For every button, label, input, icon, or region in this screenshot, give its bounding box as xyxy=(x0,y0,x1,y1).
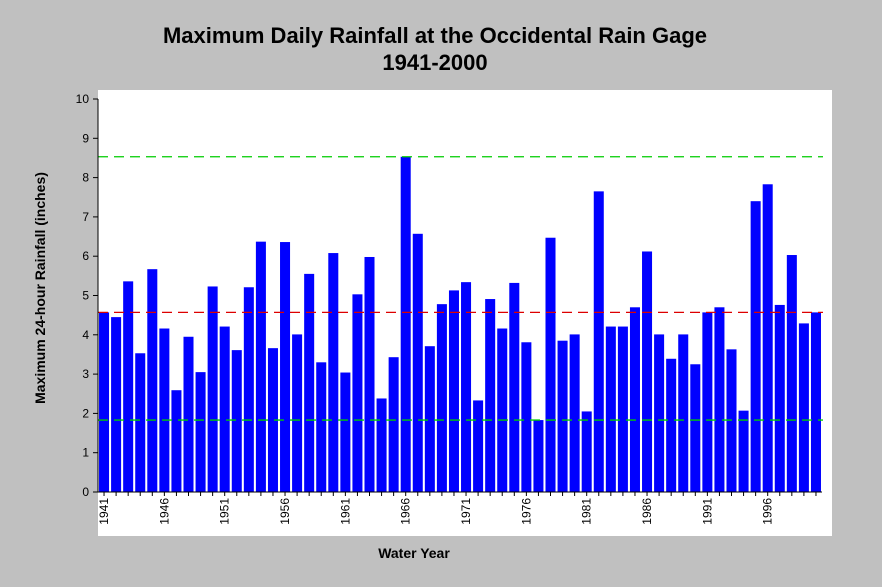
bar-1992 xyxy=(714,307,725,492)
y-tick-label: 2 xyxy=(82,406,89,420)
bar-1949 xyxy=(195,372,206,492)
bar-1953 xyxy=(243,287,254,492)
bar-1979 xyxy=(557,340,568,492)
bar-1970 xyxy=(448,290,459,492)
bar-1995 xyxy=(750,201,761,492)
bar-1994 xyxy=(738,410,749,492)
x-axis-label: Water Year xyxy=(378,545,450,561)
bar-1951 xyxy=(219,326,230,492)
bar-1971 xyxy=(461,282,472,492)
bar-1999 xyxy=(798,323,809,492)
y-tick-label: 7 xyxy=(82,210,89,224)
bar-1978 xyxy=(545,237,556,492)
chart-title: Maximum Daily Rainfall at the Occidental… xyxy=(163,23,707,48)
bar-1985 xyxy=(629,307,640,492)
bar-1943 xyxy=(123,281,134,492)
bar-1942 xyxy=(111,317,122,492)
bar-1959 xyxy=(316,362,327,492)
bar-1966 xyxy=(400,156,411,492)
bar-1958 xyxy=(304,273,315,492)
x-tick-label: 1956 xyxy=(278,498,292,525)
bars-group xyxy=(99,156,821,493)
bar-1948 xyxy=(183,336,194,492)
bar-1960 xyxy=(328,253,339,492)
bar-1957 xyxy=(292,334,303,492)
bar-1991 xyxy=(702,312,713,492)
y-tick-label: 3 xyxy=(82,367,89,381)
x-tick-label: 1966 xyxy=(399,498,413,525)
bar-1952 xyxy=(231,350,242,492)
bar-1945 xyxy=(147,269,158,492)
bar-1981 xyxy=(581,411,592,492)
x-tick-label: 1986 xyxy=(640,498,654,525)
bar-1947 xyxy=(171,390,182,492)
bar-1969 xyxy=(436,304,447,492)
bar-1996 xyxy=(762,184,773,492)
x-tick-label: 1961 xyxy=(338,498,352,525)
bar-1973 xyxy=(485,299,496,492)
y-tick-label: 8 xyxy=(82,171,89,185)
bar-1954 xyxy=(255,241,266,492)
bar-1946 xyxy=(159,328,170,492)
bar-1965 xyxy=(388,357,399,492)
y-tick-label: 6 xyxy=(82,249,89,263)
bar-1962 xyxy=(352,294,363,492)
bar-1982 xyxy=(593,191,604,493)
reference-lines-group xyxy=(98,156,823,421)
bar-1997 xyxy=(774,304,785,492)
bar-2000 xyxy=(810,312,821,492)
bar-1998 xyxy=(786,255,797,492)
bar-1989 xyxy=(678,334,689,492)
bar-1975 xyxy=(509,282,520,492)
x-tick-label: 1941 xyxy=(97,498,111,525)
bar-1955 xyxy=(267,348,278,492)
bar-1963 xyxy=(364,256,375,492)
y-tick-label: 4 xyxy=(82,328,89,342)
y-tick-label: 1 xyxy=(82,446,89,460)
x-tick-label: 1946 xyxy=(157,498,171,525)
y-axis-label: Maximum 24-hour Rainfall (inches) xyxy=(32,172,48,404)
bar-1986 xyxy=(642,251,653,492)
x-tick-label: 1981 xyxy=(580,498,594,525)
chart-subtitle: 1941-2000 xyxy=(382,50,487,75)
bar-1987 xyxy=(654,334,665,492)
y-tick-label: 5 xyxy=(82,289,89,303)
x-tick-label: 1976 xyxy=(519,498,533,525)
bar-1980 xyxy=(569,334,580,492)
x-tick-label: 1971 xyxy=(459,498,473,525)
bar-1961 xyxy=(340,372,351,492)
bar-1984 xyxy=(617,326,628,492)
bar-1976 xyxy=(521,342,532,492)
bar-1941 xyxy=(99,312,110,492)
bar-1977 xyxy=(533,420,544,492)
bar-1983 xyxy=(605,326,616,492)
y-tick-label: 9 xyxy=(82,131,89,145)
bar-1964 xyxy=(376,398,387,492)
bar-1956 xyxy=(280,242,291,492)
bar-1974 xyxy=(497,328,508,492)
bar-1967 xyxy=(412,233,423,493)
x-tick-label: 1996 xyxy=(761,498,775,525)
y-tick-label: 10 xyxy=(76,92,90,106)
bar-1950 xyxy=(207,286,218,492)
bar-1972 xyxy=(473,400,484,492)
bar-1944 xyxy=(135,353,146,492)
x-ticks-group: 1941 1946 1951 1956 1961 1966 1971 1976 1981 1986… xyxy=(97,492,817,525)
y-tick-label: 0 xyxy=(82,485,89,499)
x-tick-label: 1951 xyxy=(218,498,232,525)
bar-1990 xyxy=(690,364,701,492)
bar-1988 xyxy=(666,358,677,492)
x-tick-label: 1991 xyxy=(700,498,714,525)
y-ticks-group: 0 1 2 3 4 5 6 7 8 9 10 xyxy=(76,92,98,499)
bar-1968 xyxy=(424,346,435,492)
